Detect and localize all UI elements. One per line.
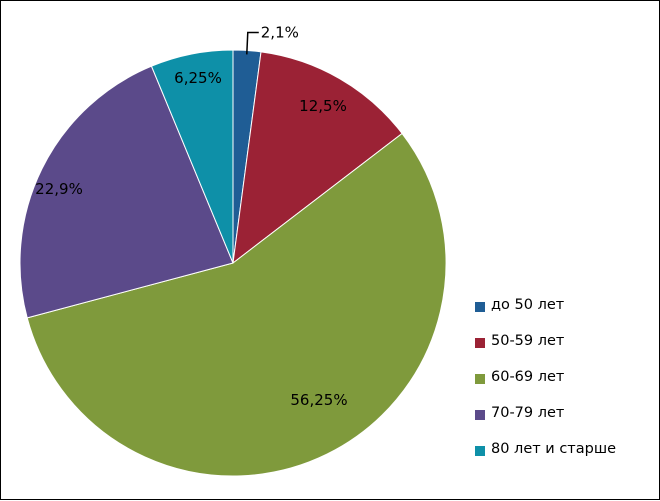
leader-line-1 bbox=[246, 31, 259, 55]
legend-label-2: 50-59 лет bbox=[491, 333, 565, 349]
data-label-3: 56,25% bbox=[290, 391, 347, 409]
pie-slice-2 bbox=[232, 51, 403, 265]
legend-label-3: 60-69 лет bbox=[491, 369, 565, 385]
data-label-2: 12,5% bbox=[299, 97, 347, 115]
pie-slice-3 bbox=[26, 132, 447, 477]
pie-slice-5 bbox=[150, 49, 234, 264]
legend-swatch-2 bbox=[475, 338, 485, 348]
legend-item-2: 50-59 лет bbox=[475, 333, 655, 372]
data-label-1: 2,1% bbox=[261, 23, 299, 41]
legend-swatch-3 bbox=[475, 374, 485, 384]
legend-swatch-5 bbox=[475, 446, 485, 456]
legend-swatch-4 bbox=[475, 410, 485, 420]
data-label-4: 22,9% bbox=[35, 180, 83, 198]
legend-item-4: 70-79 лет bbox=[475, 405, 655, 444]
data-label-5: 6,25% bbox=[174, 69, 222, 87]
pie-slice-4 bbox=[19, 65, 234, 319]
legend-label-1: до 50 лет bbox=[491, 297, 565, 313]
legend-swatch-1 bbox=[475, 302, 485, 312]
legend-label-4: 70-79 лет bbox=[491, 405, 565, 421]
legend-item-5: 80 лет и старше bbox=[475, 441, 655, 480]
legend: до 50 лет 50-59 лет 60-69 лет 70-79 лет 80 л… bbox=[475, 297, 655, 480]
legend-label-5: 80 лет и старше bbox=[491, 441, 617, 457]
legend-item-3: 60-69 лет bbox=[475, 369, 655, 408]
legend-item-1: до 50 лет bbox=[475, 297, 655, 336]
